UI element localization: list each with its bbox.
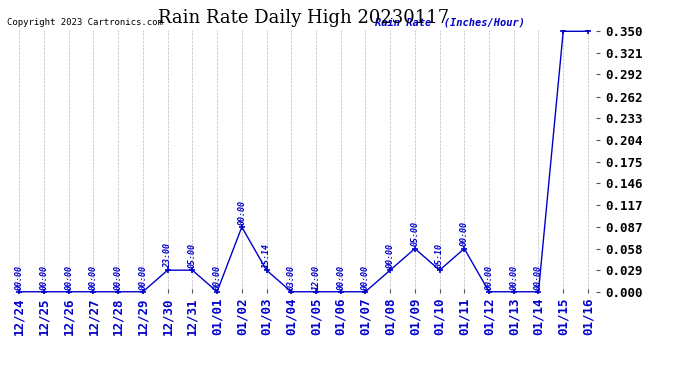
Text: 00:00: 00:00 bbox=[14, 264, 23, 290]
Text: 05:00: 05:00 bbox=[411, 221, 420, 246]
Text: 00:00: 00:00 bbox=[460, 221, 469, 246]
Text: 00:00: 00:00 bbox=[89, 264, 98, 290]
Text: 00:00: 00:00 bbox=[39, 264, 48, 290]
Text: 00:00: 00:00 bbox=[213, 264, 221, 290]
Text: 00:00: 00:00 bbox=[509, 264, 518, 290]
Text: 03:00: 03:00 bbox=[287, 264, 296, 290]
Text: 00:00: 00:00 bbox=[386, 243, 395, 268]
Text: 23:00: 23:00 bbox=[163, 243, 172, 268]
Text: 00:00: 00:00 bbox=[0, 374, 1, 375]
Text: 00:00: 00:00 bbox=[336, 264, 345, 290]
Text: 00:00: 00:00 bbox=[361, 264, 370, 290]
Text: 12:00: 12:00 bbox=[311, 264, 320, 290]
Text: 00:00: 00:00 bbox=[534, 264, 543, 290]
Text: 05:10: 05:10 bbox=[435, 243, 444, 268]
Text: 00:00: 00:00 bbox=[114, 264, 123, 290]
Text: 05:00: 05:00 bbox=[188, 243, 197, 268]
Text: 00:00: 00:00 bbox=[237, 200, 246, 225]
Text: Rain Rate Daily High 20230117: Rain Rate Daily High 20230117 bbox=[158, 9, 449, 27]
Text: 00:00: 00:00 bbox=[64, 264, 73, 290]
Text: Rain Rate  (Inches/Hour): Rain Rate (Inches/Hour) bbox=[375, 17, 525, 27]
Text: Copyright 2023 Cartronics.com: Copyright 2023 Cartronics.com bbox=[7, 18, 163, 27]
Text: 00:00: 00:00 bbox=[139, 264, 148, 290]
Text: 15:14: 15:14 bbox=[262, 243, 271, 268]
Text: 00:00: 00:00 bbox=[0, 374, 1, 375]
Text: 00:00: 00:00 bbox=[484, 264, 493, 290]
